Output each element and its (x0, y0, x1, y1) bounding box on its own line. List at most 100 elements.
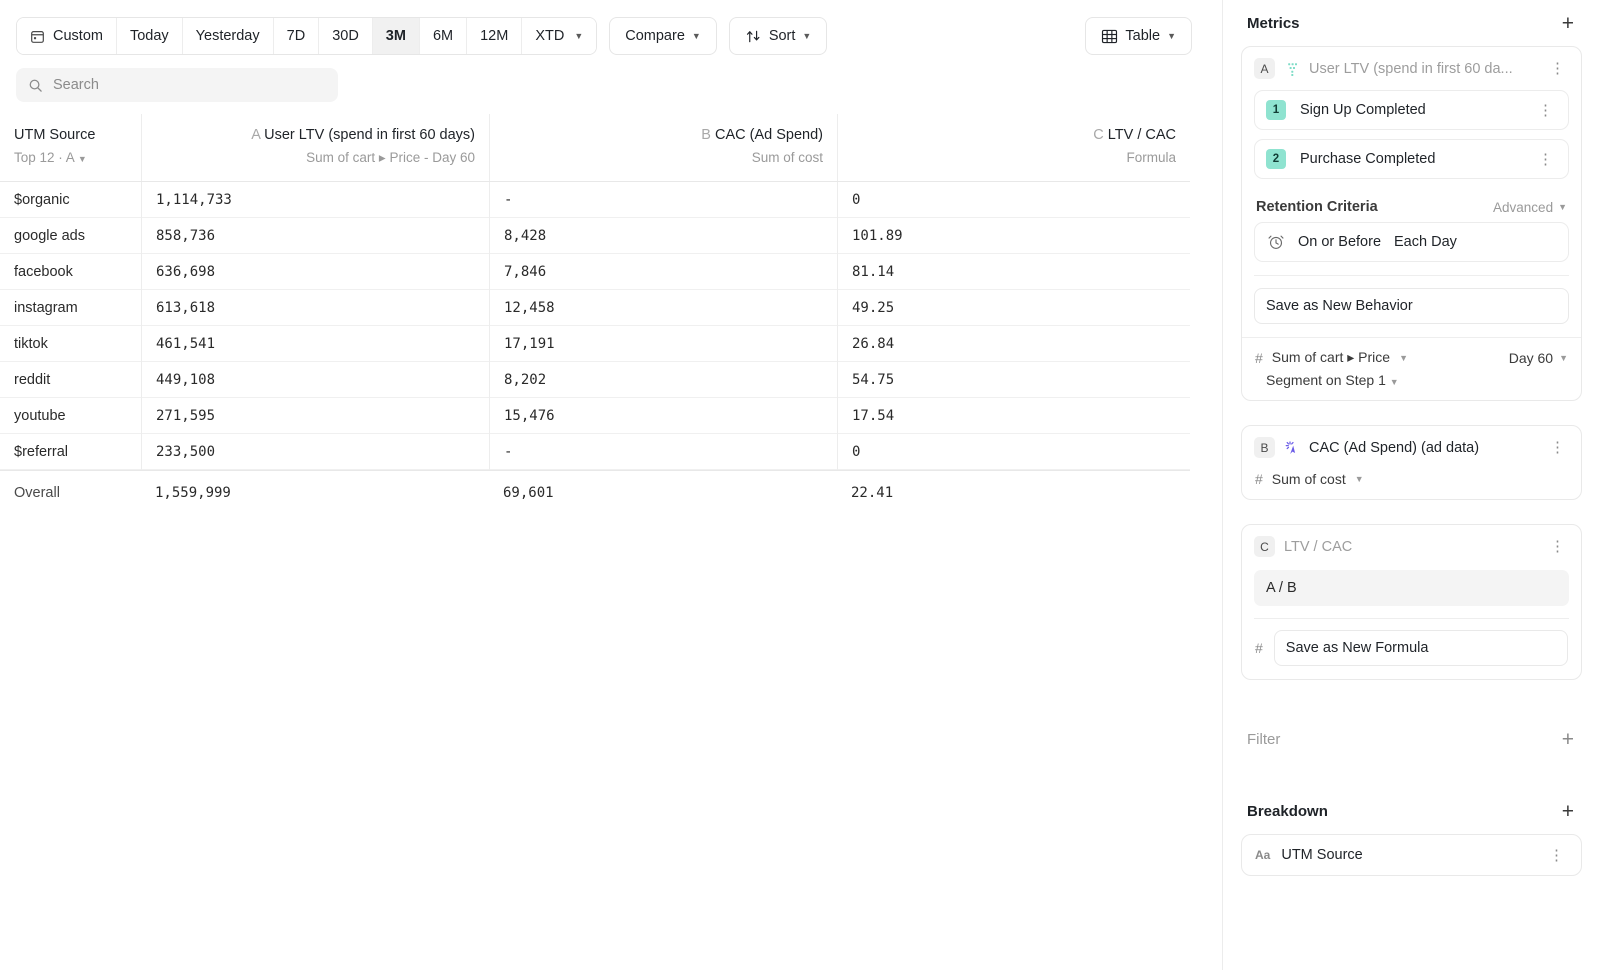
behavior-dots-icon (1284, 61, 1300, 77)
cell-ratio: 49.25 (852, 300, 895, 316)
cell-ratio: 26.84 (852, 336, 895, 352)
range-label-7d: 7D (286, 28, 306, 44)
cell-source: $organic (14, 192, 70, 208)
step-label-2: Purchase Completed (1300, 151, 1436, 167)
cell-ratio: 17.54 (852, 408, 895, 424)
range-button-3m[interactable]: 3M (372, 18, 420, 54)
segment-on-step-dropdown[interactable]: Segment on Step 1 ▼ (1242, 368, 1581, 400)
range-button-yesterday[interactable]: Yesterday (182, 18, 274, 54)
results-table: UTM Source Top 12 · A ▼ A User LTV (spen… (0, 114, 1190, 515)
date-range-segmented-control[interactable]: Custom Today Yesterday 7D 30D 3M (16, 17, 598, 55)
cell-cac: 8,202 (504, 372, 547, 388)
add-metric-button[interactable]: + (1561, 11, 1574, 35)
step-1-menu-icon[interactable]: ⋮ (1538, 101, 1554, 119)
sort-arrows-icon (745, 29, 762, 44)
breakdown-section-header: Breakdown + (1241, 788, 1582, 834)
day-window-dropdown[interactable]: Day 60 ▼ (1509, 350, 1568, 366)
cell-cac: 12,458 (504, 300, 555, 316)
table-row[interactable]: youtube 271,595 15,476 17.54 (0, 398, 1190, 434)
search-input[interactable]: Search (16, 68, 338, 102)
column-subtitle-text: Top 12 · A (14, 150, 75, 165)
formula-value: A / B (1266, 580, 1297, 596)
search-icon (28, 78, 43, 93)
metric-c-menu-icon[interactable]: ⋮ (1550, 538, 1566, 555)
column-header-metric-c[interactable]: C LTV / CAC Formula (837, 114, 1190, 181)
metric-a-menu-icon[interactable]: ⋮ (1550, 60, 1566, 77)
compare-label: Compare (625, 28, 685, 44)
day-window-label: Day 60 (1508, 349, 1554, 366)
table-row[interactable]: $referral 233,500 - 0 (0, 434, 1190, 470)
column-header-metric-a[interactable]: A User LTV (spend in first 60 days) Sum … (141, 114, 489, 181)
view-type-button[interactable]: Table ▼ (1085, 17, 1192, 55)
cell-ratio: 54.75 (852, 372, 895, 388)
cell-cac: 7,846 (504, 264, 547, 280)
range-label-xtd: XTD (535, 28, 565, 44)
table-row[interactable]: reddit 449,108 8,202 54.75 (0, 362, 1190, 398)
formula-input[interactable]: A / B (1254, 570, 1569, 606)
cell-ltv: 858,736 (156, 228, 216, 244)
breakdown-item-utm-source[interactable]: Aa UTM Source ⋮ (1241, 834, 1582, 876)
metric-letter-c: C (1254, 536, 1275, 557)
retention-criteria-row[interactable]: On or Before Each Day (1254, 222, 1569, 262)
breakdown-title: Breakdown (1247, 802, 1328, 820)
funnel-step-1[interactable]: 1 Sign Up Completed ⋮ (1254, 90, 1569, 130)
range-button-today[interactable]: Today (116, 18, 183, 54)
metric-b-menu-icon[interactable]: ⋮ (1550, 439, 1566, 456)
range-button-6m[interactable]: 6M (419, 18, 468, 54)
card-divider (1254, 275, 1569, 276)
metrics-title: Metrics (1247, 14, 1300, 32)
hash-icon: # (1255, 349, 1263, 366)
hash-icon: # (1255, 471, 1263, 487)
column-header-utm-source[interactable]: UTM Source Top 12 · A ▼ (0, 114, 141, 181)
retention-advanced-dropdown[interactable]: Advanced ▼ (1493, 200, 1567, 215)
compare-button[interactable]: Compare ▼ (609, 17, 717, 55)
table-row[interactable]: google ads 858,736 8,428 101.89 (0, 218, 1190, 254)
text-type-icon: Aa (1255, 848, 1271, 862)
sort-button[interactable]: Sort ▼ (728, 17, 828, 55)
retention-frequency-label: Each Day (1394, 234, 1457, 250)
column-title-a-text: User LTV (spend in first 60 days) (264, 127, 475, 143)
save-as-new-behavior-input[interactable]: Save as New Behavior (1254, 288, 1569, 324)
range-label-today: Today (129, 28, 169, 44)
column-header-metric-b[interactable]: B CAC (Ad Spend) Sum of cost (489, 114, 837, 181)
cell-ltv: 636,698 (156, 264, 216, 280)
cell-ltv: 461,541 (156, 336, 216, 352)
breakdown-item-menu-icon[interactable]: ⋮ (1549, 846, 1565, 864)
overall-ltv: 1,559,999 (155, 485, 231, 501)
table-row[interactable]: instagram 613,618 12,458 49.25 (0, 290, 1190, 326)
search-placeholder: Search (53, 77, 99, 93)
metric-a-header[interactable]: A User LTV (spend in (1242, 47, 1581, 90)
metric-b-header[interactable]: B CAC (Ad Spend) (ad data) ⋮ (1242, 426, 1581, 469)
save-as-new-formula-input[interactable]: Save as New Formula (1273, 630, 1568, 666)
metric-b-aggregation-row[interactable]: # Sum of cost ▼ (1242, 469, 1581, 499)
funnel-step-2[interactable]: 2 Purchase Completed ⋮ (1254, 139, 1569, 179)
column-key-c: C (1093, 127, 1104, 143)
range-button-xtd[interactable]: XTD ▼ (522, 18, 597, 54)
column-title: UTM Source (14, 127, 96, 143)
range-button-30d[interactable]: 30D (319, 18, 373, 54)
table-row[interactable]: tiktok 461,541 17,191 26.84 (0, 326, 1190, 362)
column-subtitle[interactable]: Top 12 · A ▼ (14, 148, 127, 169)
table-row[interactable]: $organic 1,114,733 - 0 (0, 182, 1190, 218)
aggregation-label-a: Sum of cart ▸ Price (1271, 349, 1391, 365)
range-button-7d[interactable]: 7D (273, 18, 320, 54)
aggregation-dropdown-a[interactable]: # Sum of cart ▸ Price ▼ (1255, 349, 1408, 366)
cell-source: tiktok (14, 336, 48, 352)
add-breakdown-button[interactable]: + (1561, 799, 1574, 823)
range-button-custom[interactable]: Custom (17, 18, 117, 54)
step-2-menu-icon[interactable]: ⋮ (1538, 150, 1554, 168)
filter-title: Filter (1247, 730, 1281, 748)
metrics-section-header: Metrics + (1241, 0, 1582, 46)
cell-source: youtube (14, 408, 66, 424)
cell-ltv: 271,595 (156, 408, 216, 424)
retention-when-label: On or Before (1298, 234, 1382, 250)
metric-c-header[interactable]: C LTV / CAC ⋮ (1242, 525, 1581, 568)
overall-cac: 69,601 (503, 485, 554, 501)
add-filter-button[interactable]: + (1561, 727, 1574, 751)
retention-criteria-header: Retention Criteria Advanced ▼ (1242, 188, 1581, 222)
table-row[interactable]: facebook 636,698 7,846 81.14 (0, 254, 1190, 290)
chevron-down-icon: ▼ (691, 31, 701, 41)
range-button-12m[interactable]: 12M (467, 18, 523, 54)
chevron-down-icon: ▼ (1399, 352, 1409, 363)
metric-letter-b: B (1254, 437, 1275, 458)
